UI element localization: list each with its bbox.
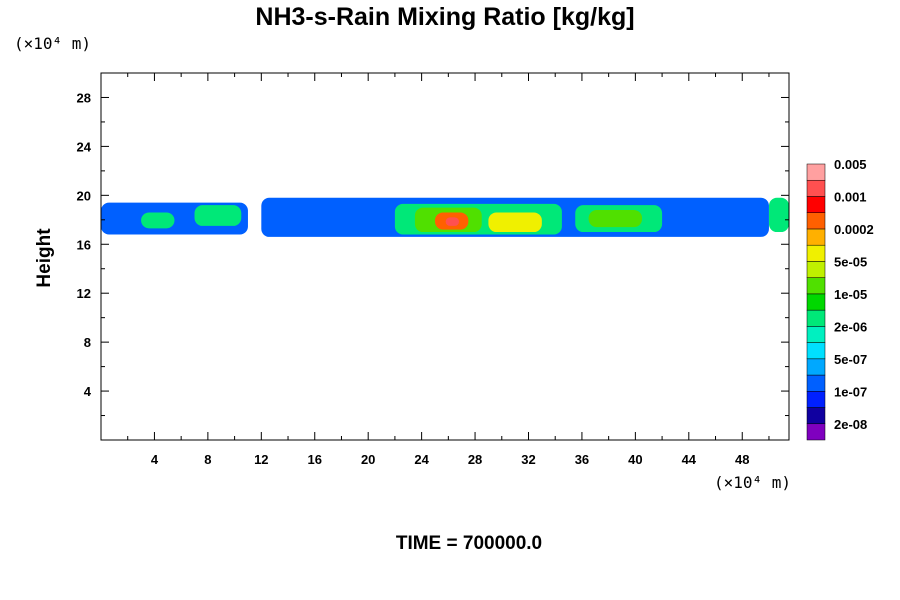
x-tick-label: 12 <box>254 452 268 467</box>
x-tick-label: 36 <box>575 452 589 467</box>
colorbar-label: 0.0002 <box>834 222 874 237</box>
plot-background <box>101 73 789 440</box>
x-tick-label: 40 <box>628 452 642 467</box>
colorbar-swatch <box>806 277 826 295</box>
x-tick-label: 48 <box>735 452 749 467</box>
colorbar-label: 2e-08 <box>834 417 867 432</box>
colorbar-swatch <box>806 342 826 360</box>
y-tick-label: 4 <box>84 384 92 399</box>
colorbar-swatch <box>806 163 826 181</box>
y-tick-label: 16 <box>77 237 91 252</box>
y-tick-label: 12 <box>77 286 91 301</box>
contour-regions <box>101 197 789 237</box>
colorbar-label: 5e-07 <box>834 352 867 367</box>
colorbar-swatch <box>806 212 826 230</box>
y-tick-label: 8 <box>84 335 91 350</box>
x-tick-label: 28 <box>468 452 482 467</box>
x-tick-label: 20 <box>361 452 375 467</box>
y-axis-ticks: 4 8 12 16 20 24 28 <box>77 90 789 417</box>
colorbar-label: 5e-05 <box>834 254 867 269</box>
colorbar-swatch <box>806 261 826 278</box>
y-axis-label: Height <box>34 228 55 288</box>
colorbar-swatch <box>806 374 826 392</box>
contour-region <box>588 210 643 228</box>
colorbar-label: 0.005 <box>834 157 867 172</box>
colorbar-label: 2e-06 <box>834 319 867 334</box>
x-tick-label: 4 <box>151 452 159 467</box>
colorbar-label: 0.001 <box>834 189 867 204</box>
y-tick-label: 28 <box>77 90 91 105</box>
colorbar-swatch <box>806 423 826 441</box>
colorbar-label: 1e-05 <box>834 287 867 302</box>
contour-region <box>488 212 542 233</box>
colorbar-swatch <box>806 196 826 213</box>
y-tick-label: 20 <box>77 188 91 203</box>
contour-region <box>141 212 175 229</box>
contour-region <box>445 217 460 226</box>
colorbar: 2e-08 1e-07 5e-07 2e-06 1e-05 5e-05 0.0002 0.00… <box>806 157 874 441</box>
y-tick-label: 24 <box>77 139 92 154</box>
colorbar-swatch <box>806 309 826 327</box>
y-unit-label: (×10⁴ m) <box>14 34 91 53</box>
colorbar-label: 1e-07 <box>834 384 867 399</box>
plot-frame <box>100 72 790 441</box>
x-axis-ticks: 4 8 12 16 20 24 28 32 36 40 44 48 <box>127 73 770 467</box>
colorbar-swatch <box>806 326 826 343</box>
colorbar-swatch <box>806 391 826 408</box>
colorbar-swatch <box>806 244 826 262</box>
colorbar-swatch <box>806 228 826 246</box>
x-tick-label: 32 <box>521 452 535 467</box>
colorbar-swatch <box>806 407 826 425</box>
colorbar-swatch <box>806 293 826 311</box>
x-tick-label: 44 <box>682 452 697 467</box>
x-tick-label: 16 <box>308 452 322 467</box>
colorbar-swatch <box>806 179 826 197</box>
contour-region <box>768 197 789 233</box>
x-unit-label: (×10⁴ m) <box>714 473 791 492</box>
colorbar-swatch <box>806 358 826 376</box>
time-annotation: TIME = 700000.0 <box>396 533 542 554</box>
x-tick-label: 24 <box>414 452 429 467</box>
chart-title: NH3-s-Rain Mixing Ratio [kg/kg] <box>255 3 634 31</box>
x-tick-label: 8 <box>204 452 211 467</box>
contour-region <box>194 205 242 226</box>
